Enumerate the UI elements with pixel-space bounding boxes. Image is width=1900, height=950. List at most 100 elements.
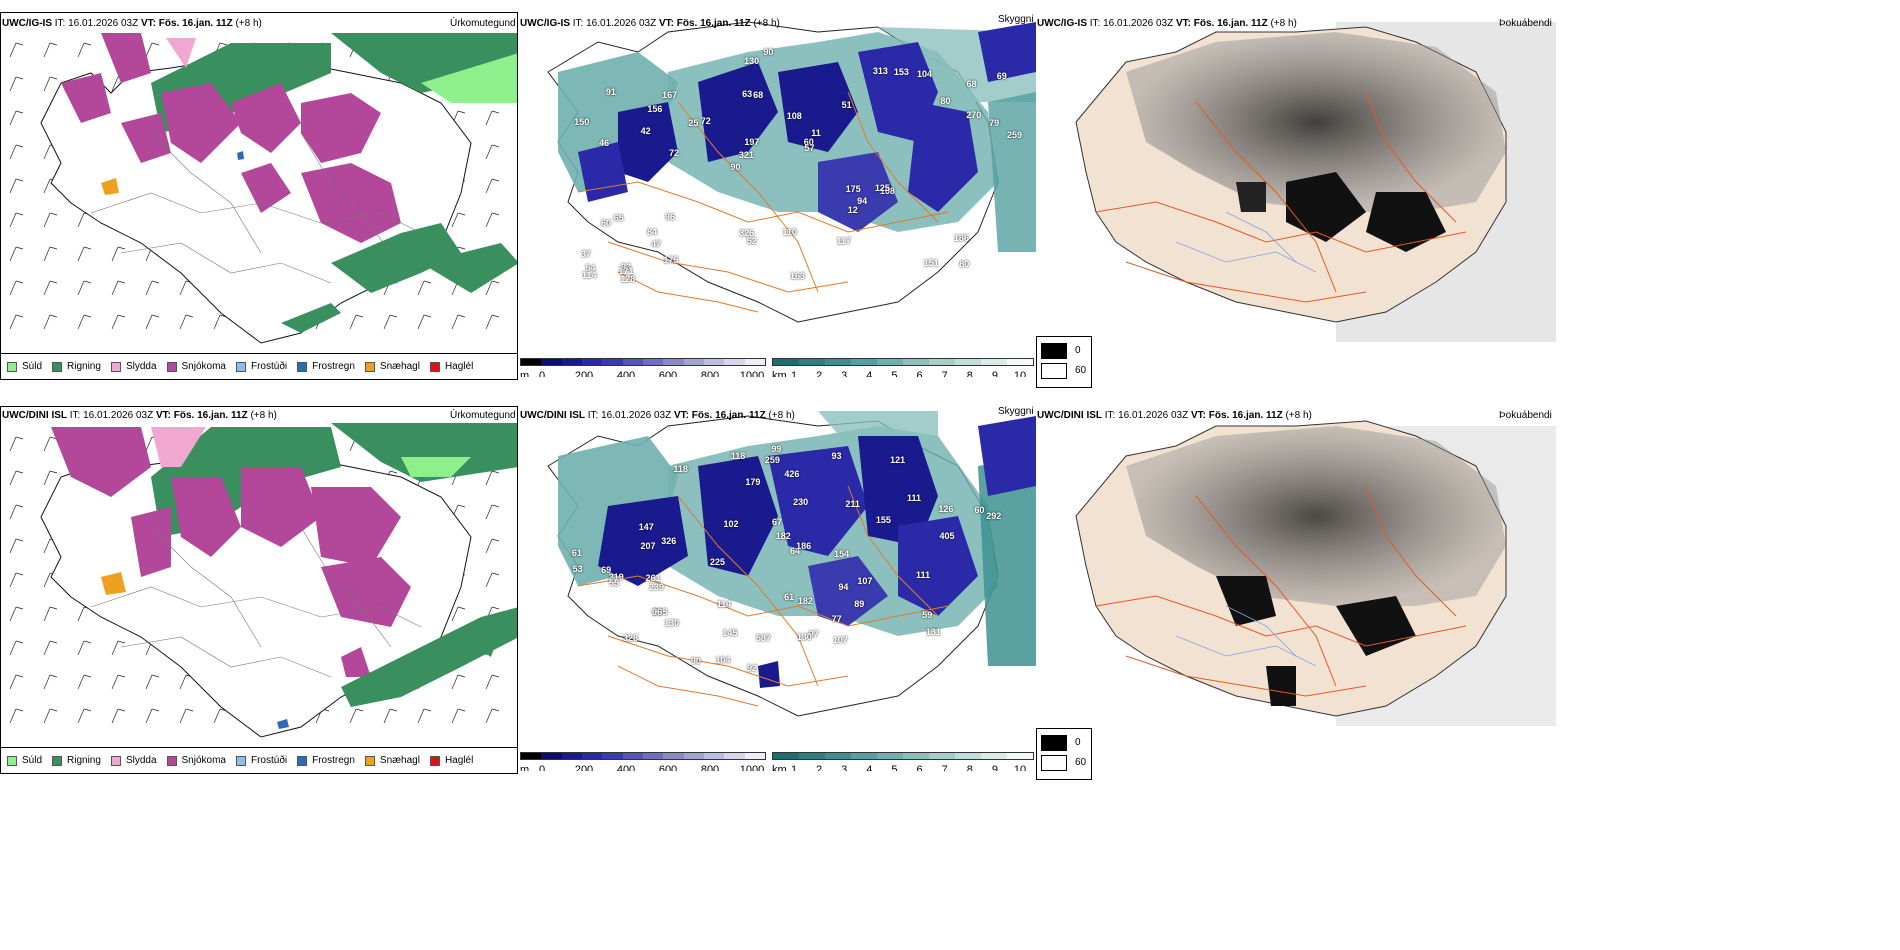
legend-swatch [364, 361, 375, 372]
colorbar-tick-label: 400 [616, 764, 636, 771]
wind-barb-flag [151, 314, 160, 318]
colorbar-tick-label: 10 [1013, 370, 1027, 377]
panel-title-fog-bottom: Þokuábendi [1499, 410, 1552, 421]
visibility-value-label: 79 [989, 118, 1000, 129]
visibility-value-label: 270 [966, 110, 982, 121]
visibility-value-label: 154 [834, 548, 850, 559]
wind-barb-flag [83, 42, 92, 46]
colorbar-segment [825, 359, 851, 365]
wind-barb [9, 76, 17, 92]
visibility-value-label: 207 [640, 540, 656, 551]
colorbar-segment [1007, 359, 1033, 365]
visibility-value-label: 57 [804, 143, 815, 154]
wind-barb [485, 110, 493, 126]
colorbar-tick-label: 5 [891, 370, 898, 377]
legend-swatch [166, 755, 177, 766]
colorbar-segment [773, 753, 799, 759]
visibility-value-label: 321 [738, 149, 754, 160]
wind-barb-flag [151, 674, 160, 678]
colorbar-segment [642, 359, 664, 365]
colorbar-tick-label: 1 [790, 370, 798, 377]
visibility-value-label: 94 [857, 195, 868, 206]
lead-time: (+8 h) [768, 410, 795, 421]
visibility-value-label: 126 [938, 503, 954, 514]
visibility-value-label: 65 [613, 213, 624, 224]
visibility-value-label: 90 [730, 162, 741, 173]
wind-barb [43, 178, 51, 194]
visibility-value-label: 405 [939, 531, 955, 542]
visibility-value-label: 118 [730, 450, 746, 461]
legend-label: Frostregn [312, 755, 355, 766]
wind-barb [213, 708, 221, 724]
legend-swatch [110, 361, 121, 372]
visibility-value-label: 54 [585, 263, 596, 274]
wind-barb [9, 110, 17, 126]
vt-label: VT: [155, 410, 171, 421]
colorbar-tick-label: 200 [574, 764, 594, 771]
wind-barb-flag [15, 470, 24, 474]
panel-title-precip-top: Úrkomutegund [450, 18, 516, 29]
wind-barb-flag [491, 110, 500, 114]
wind-barb-flag [49, 640, 58, 644]
wind-barb [77, 640, 85, 656]
legend-label: Slydda [125, 361, 157, 372]
visibility-value-label: 93 [620, 262, 631, 273]
visibility-value-label: 104 [715, 655, 731, 666]
visibility-unit: km [772, 370, 787, 377]
visibility-value-label: 47 [651, 238, 662, 249]
legend-item: Súld [7, 361, 42, 372]
wind-barb-flag [219, 42, 228, 46]
wind-barb [111, 280, 119, 296]
wind-barb-flag [15, 110, 24, 114]
lead-time: (+8 h) [235, 18, 262, 29]
wind-barb [179, 674, 187, 690]
legend-swatch [297, 361, 308, 372]
colorbar-segment [929, 753, 955, 759]
precip-map [9, 423, 517, 738]
visibility-value-label: 37 [581, 248, 592, 259]
colorbar-tick-label: 8 [966, 370, 973, 377]
colorbar-segment [663, 359, 684, 365]
header-bottom-right: UWC/DINI ISL IT: 16.01.2026 03Z VT: Fös.… [1037, 410, 1312, 422]
visibility-value-label: 219 [608, 572, 624, 583]
fog-indicator-panel-bottom [1036, 406, 1556, 776]
wind-barb-flag [117, 280, 126, 284]
wind-barb [77, 674, 85, 690]
wind-barb [9, 470, 17, 486]
vt-value: Fös. 16.jan. 11Z [173, 410, 248, 421]
wind-barb [43, 42, 51, 58]
visibility-value-label: 90 [763, 47, 774, 58]
header-top-right: UWC/IG-IS IT: 16.01.2026 03Z VT: Fös. 16… [1037, 18, 1297, 30]
colorbar-segment [622, 359, 643, 365]
visibility-value-label: 175 [845, 184, 861, 195]
wind-barb-flag [457, 674, 466, 678]
it-value: 16.01.2026 03Z [68, 18, 139, 29]
it-value: 16.01.2026 03Z [601, 410, 672, 421]
legend-label: Frostregn [312, 361, 355, 372]
visibility-value-label: 130 [744, 56, 760, 67]
wind-barb-flag [117, 640, 126, 644]
wind-barb-flag [355, 314, 364, 318]
wind-barb-flag [49, 470, 58, 474]
colorbar-tick-label: 7 [941, 370, 948, 377]
colorbar-segment [581, 753, 603, 759]
wind-barb-flag [83, 640, 92, 644]
colorbar-segment [581, 359, 603, 365]
legend-swatch [364, 755, 375, 766]
wind-barb [485, 538, 493, 554]
it-label: IT: [587, 410, 599, 421]
precip-type-panel-bottom: Súld Rigning Slydda Snjókoma Frostúði Frostre… [0, 406, 518, 774]
legend-item: Snæhagl [364, 755, 420, 766]
wind-barb-flag [491, 708, 500, 712]
visibility-value-label: 60 [974, 505, 985, 516]
vt-value: Fös. 16.jan. 11Z [691, 410, 766, 421]
wind-barb [485, 674, 493, 690]
wind-barb [9, 640, 17, 656]
legend-item: Snjókoma [166, 755, 226, 766]
wind-barb-flag [15, 42, 24, 46]
lead-time: (+8 h) [1270, 18, 1297, 29]
colorbar-tick-label: 1000 [739, 370, 765, 377]
legend-swatch [110, 755, 121, 766]
visibility-value-label: 326 [661, 536, 677, 547]
wind-barb [43, 708, 51, 724]
